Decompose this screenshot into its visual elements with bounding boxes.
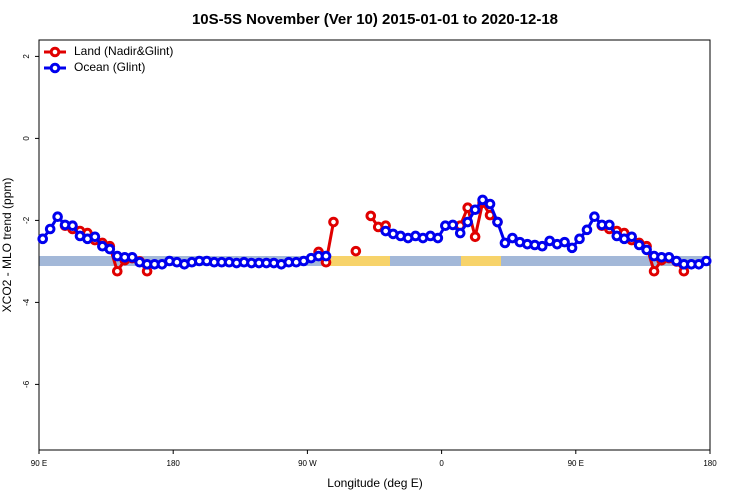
legend-marker bbox=[49, 46, 61, 58]
point bbox=[484, 198, 496, 210]
point bbox=[350, 245, 362, 257]
x-tick-label: 0 bbox=[439, 459, 444, 468]
y-tick-label: -4 bbox=[22, 298, 31, 306]
point bbox=[536, 240, 548, 252]
point bbox=[589, 211, 600, 223]
surface-strip bbox=[39, 256, 710, 266]
point bbox=[581, 224, 593, 236]
point bbox=[559, 236, 570, 248]
chart-title: 10S-5S November (Ver 10) 2015-01-01 to 2… bbox=[192, 11, 558, 28]
point bbox=[574, 233, 585, 245]
y-tick-label: 0 bbox=[22, 136, 31, 141]
point bbox=[492, 216, 503, 228]
point bbox=[499, 237, 511, 249]
point bbox=[604, 219, 615, 231]
point bbox=[328, 216, 339, 228]
point bbox=[44, 223, 56, 235]
point bbox=[641, 244, 652, 256]
point bbox=[477, 194, 488, 206]
point bbox=[365, 210, 377, 222]
point bbox=[633, 239, 645, 251]
y-tick-label: -2 bbox=[22, 216, 31, 224]
point bbox=[507, 232, 518, 244]
x-tick-label: 180 bbox=[703, 459, 717, 468]
point bbox=[626, 231, 638, 243]
point bbox=[566, 242, 578, 254]
y-tick-label: 2 bbox=[22, 54, 31, 59]
point bbox=[89, 231, 101, 243]
point bbox=[52, 211, 63, 223]
point bbox=[648, 265, 660, 277]
legend-label: Land (Nadir&Glint) bbox=[74, 44, 173, 58]
point bbox=[67, 220, 78, 232]
x-axis-label: Longitude (deg E) bbox=[327, 476, 422, 490]
point bbox=[469, 204, 481, 216]
land-strip bbox=[330, 256, 390, 266]
point bbox=[320, 250, 332, 262]
legend-label: Ocean (Glint) bbox=[74, 60, 145, 74]
plot-frame bbox=[38, 39, 711, 451]
point bbox=[126, 251, 138, 263]
point bbox=[37, 233, 49, 245]
x-tick-label: 180 bbox=[167, 459, 181, 468]
point bbox=[104, 243, 116, 255]
x-tick-label: 90 W bbox=[298, 459, 317, 468]
point bbox=[111, 265, 123, 277]
point bbox=[462, 216, 473, 228]
y-tick-label: -6 bbox=[22, 380, 31, 388]
land-strip bbox=[461, 256, 501, 266]
x-tick-label: 90 E bbox=[568, 459, 584, 468]
legend-marker bbox=[49, 62, 61, 74]
point bbox=[700, 255, 712, 267]
point bbox=[432, 232, 444, 244]
x-tick-label: 90 E bbox=[31, 459, 47, 468]
point bbox=[469, 231, 481, 243]
point bbox=[454, 227, 466, 239]
point bbox=[447, 219, 459, 231]
y-axis-label: XCO2 - MLO trend (ppm) bbox=[0, 178, 14, 313]
